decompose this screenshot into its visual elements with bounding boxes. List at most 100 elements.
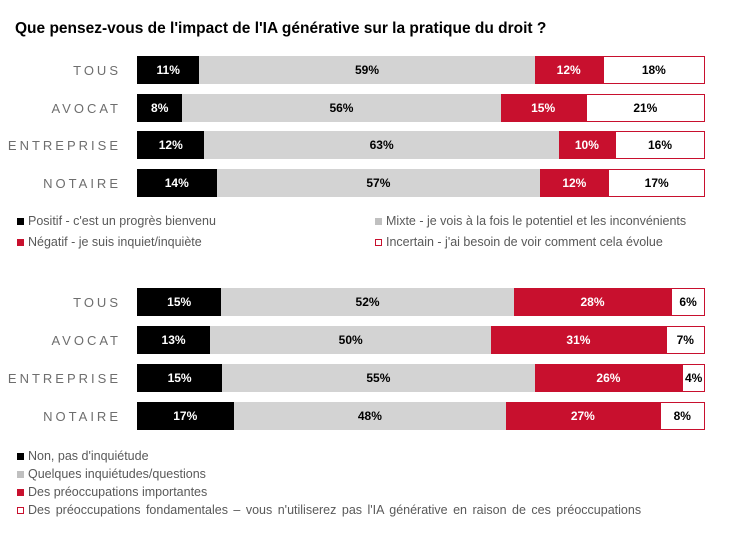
category-label: AVOCAT [51, 101, 121, 116]
legend-label: Non, pas d'inquiétude [28, 449, 149, 463]
bar-segment: 10% [558, 131, 616, 159]
data-label: 31% [566, 333, 591, 347]
legend-item-mixte: Mixte - je vois à la fois le potentiel e… [375, 214, 686, 228]
data-label: 12% [158, 138, 183, 152]
legend-item-non: Non, pas d'inquiétude [17, 449, 149, 463]
bar-segment: 12% [534, 56, 603, 84]
bar-segment: 13% [137, 326, 211, 354]
bar-segment: 12% [540, 169, 609, 197]
data-label: 57% [366, 176, 391, 190]
legend-label: Quelques inquiétudes/questions [28, 467, 206, 481]
bar-segment: 15% [137, 288, 222, 316]
bar-segment: 18% [602, 56, 705, 84]
data-label: 13% [161, 333, 186, 347]
bar-segment: 50% [210, 326, 492, 354]
stacked-bar: 14% 57% 12% 17% [137, 169, 705, 197]
data-label: 6% [679, 295, 697, 309]
legend-swatch-black [17, 453, 24, 460]
data-label: 63% [369, 138, 394, 152]
category-label: ENTREPRISE [7, 138, 121, 153]
data-label: 26% [596, 371, 621, 385]
data-label: 48% [357, 409, 382, 423]
stacked-bar: 15% 55% 26% 4% [137, 364, 705, 392]
bar-segment: 59% [199, 56, 535, 84]
bar-segment: 8% [137, 94, 183, 122]
bar-segment: 17% [608, 169, 705, 197]
bar-segment: 4% [682, 364, 705, 392]
legend-swatch-red [17, 489, 24, 496]
legend-item-importantes: Des préoccupations importantes [17, 485, 207, 499]
legend-label: Des préoccupations fondamentales – vous … [28, 503, 642, 517]
legend-label: Négatif - je suis inquiet/inquiète [28, 235, 202, 249]
category-label: NOTAIRE [43, 176, 121, 191]
bar-segment: 26% [534, 364, 683, 392]
bar-segment: 15% [137, 364, 223, 392]
stacked-bar: 15% 52% 28% 6% [137, 288, 705, 316]
chart-title: Que pensez-vous de l'impact de l'IA géné… [15, 20, 547, 37]
data-label: 55% [366, 371, 391, 385]
bar-segment: 14% [137, 169, 217, 197]
bar-segment: 48% [233, 402, 507, 430]
data-label: 8% [673, 409, 691, 423]
data-label: 4% [684, 371, 703, 385]
data-label: 12% [556, 63, 581, 77]
data-label: 15% [531, 101, 556, 115]
data-label: 16% [647, 138, 673, 152]
legend-item-negatif: Négatif - je suis inquiet/inquiète [17, 235, 202, 249]
category-label: AVOCAT [51, 333, 121, 348]
category-label: TOUS [73, 295, 121, 310]
legend-item-positif: Positif - c'est un progrès bienvenu [17, 214, 216, 228]
bar-segment: 7% [665, 326, 705, 354]
bar-segment: 8% [659, 402, 705, 430]
legend-label: Mixte - je vois à la fois le potentiel e… [386, 214, 687, 228]
bar-segment: 16% [615, 131, 705, 159]
legend-item-fondamentales: Des préoccupations fondamentales – vous … [17, 503, 641, 517]
data-label: 52% [355, 295, 380, 309]
data-label: 21% [633, 101, 658, 115]
category-label: NOTAIRE [43, 409, 121, 424]
bar-segment: 21% [585, 94, 705, 122]
data-label: 15% [167, 371, 192, 385]
bar-segment: 57% [216, 169, 541, 197]
data-label: 7% [676, 333, 694, 347]
stacked-bar: 13% 50% 31% 7% [137, 326, 705, 354]
data-label: 10% [574, 138, 599, 152]
legend-swatch-black [17, 218, 24, 225]
legend-item-incertain: Incertain - j'ai besoin de voir comment … [375, 235, 663, 249]
bar-segment: 28% [513, 288, 672, 316]
legend-item-quelques: Quelques inquiétudes/questions [17, 467, 206, 481]
legend-swatch-white [375, 239, 382, 246]
bar-segment: 31% [491, 326, 666, 354]
stacked-bar: 11% 59% 12% 18% [137, 56, 705, 84]
bar-segment: 63% [204, 131, 559, 159]
category-label: ENTREPRISE [7, 371, 121, 386]
bar-segment: 12% [137, 131, 205, 159]
data-label: 18% [641, 63, 666, 77]
legend-swatch-white [17, 507, 24, 514]
data-label: 28% [580, 295, 605, 309]
legend-swatch-red [17, 239, 24, 246]
data-label: 17% [173, 409, 198, 423]
legend-swatch-gray [17, 471, 24, 478]
stacked-bar: 12% 63% 10% 16% [137, 131, 705, 159]
bar-segment: 27% [506, 402, 660, 430]
stacked-bar: 17% 48% 27% 8% [137, 402, 705, 430]
legend-label: Positif - c'est un progrès bienvenu [28, 214, 216, 228]
data-label: 59% [355, 63, 380, 77]
data-label: 8% [151, 101, 169, 115]
data-label: 56% [329, 101, 354, 115]
bar-segment: 52% [221, 288, 514, 316]
bar-segment: 6% [671, 288, 705, 316]
legend-swatch-gray [375, 218, 382, 225]
bar-segment: 11% [137, 56, 200, 84]
bar-segment: 15% [500, 94, 586, 122]
data-label: 12% [562, 176, 587, 190]
stacked-bar: 8% 56% 15% 21% [137, 94, 705, 122]
category-label: TOUS [73, 63, 121, 78]
data-label: 11% [156, 63, 180, 77]
data-label: 14% [164, 176, 189, 190]
bar-segment: 17% [137, 402, 234, 430]
bar-segment: 55% [222, 364, 535, 392]
data-label: 15% [167, 295, 192, 309]
data-label: 50% [338, 333, 363, 347]
